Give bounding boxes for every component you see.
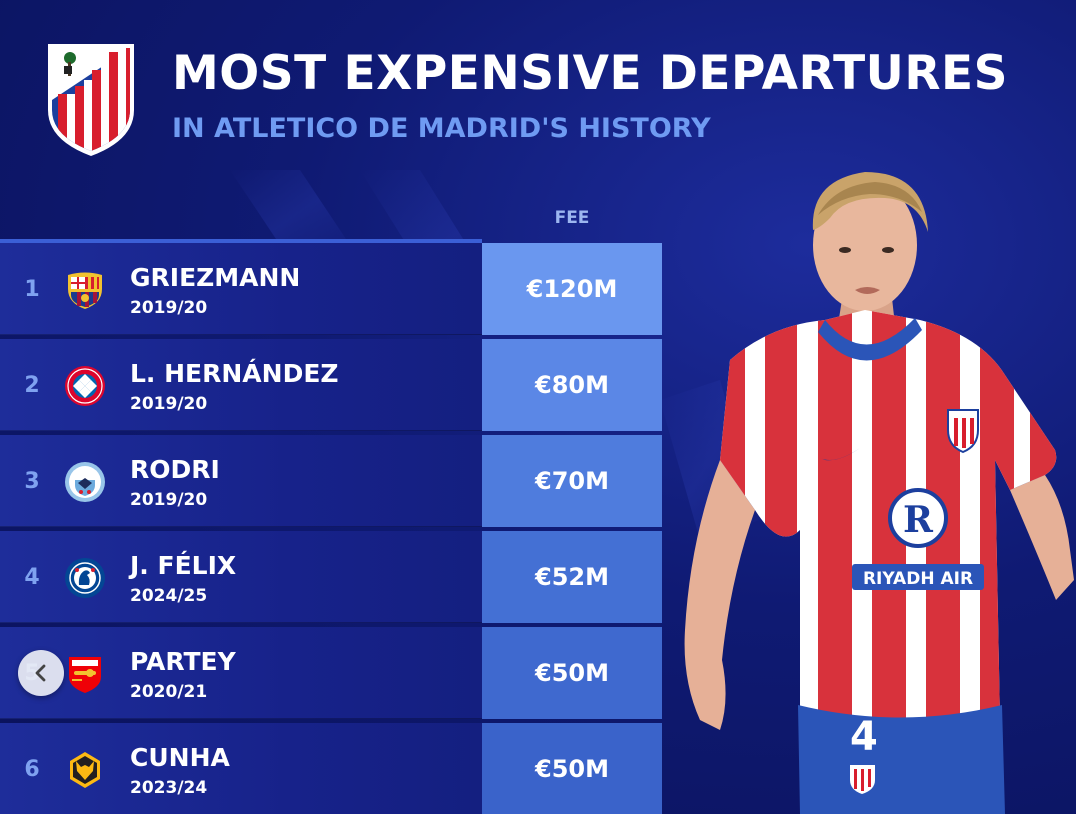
fee-value: €70M [482, 435, 662, 527]
rank-number: 1 [24, 276, 40, 302]
season-label: 2020/21 [130, 682, 208, 702]
player-name: RODRI [130, 455, 220, 484]
page-subtitle: IN ATLETICO DE MADRID'S HISTORY [172, 113, 711, 144]
fee-value: €52M [482, 531, 662, 623]
rank-number: 3 [24, 468, 40, 494]
season-label: 2019/20 [130, 298, 208, 318]
season-label: 2023/24 [130, 778, 208, 798]
table-row: 6 CUNHA 2023/24 €50M [0, 723, 662, 814]
table-row: 5 PARTEY 2020/21 €50M [0, 627, 662, 719]
shorts-number: 4 [850, 714, 878, 760]
season-label: 2024/25 [130, 586, 208, 606]
season-label: 2019/20 [130, 490, 208, 510]
carousel-back-button[interactable] [18, 650, 64, 696]
fee-value: €50M [482, 723, 662, 814]
svg-text:★: ★ [102, 47, 109, 56]
chevron-left-icon [35, 664, 46, 682]
shirt-sponsor-text: RIYADH AIR [863, 569, 973, 589]
rank-number: 4 [24, 564, 40, 590]
table-row: 3 RODRI 2019/20 €70M [0, 435, 662, 527]
svg-text:R: R [903, 499, 934, 541]
player-name: PARTEY [130, 647, 236, 676]
player-name: CUNHA [130, 743, 230, 772]
rank-number: 2 [24, 372, 40, 398]
fee-value: €80M [482, 339, 662, 431]
wolves-crest-icon [70, 752, 100, 788]
svg-text:★: ★ [56, 53, 63, 62]
player-name: L. HERNÁNDEZ [130, 359, 339, 388]
table-row: 1 GRIEZMANN 2019/20 €120M [0, 243, 662, 335]
table-divider [0, 239, 482, 243]
player-name: GRIEZMANN [130, 263, 301, 292]
season-label: 2019/20 [130, 394, 208, 414]
arsenal-crest-icon [69, 657, 101, 693]
table-row: 4 J. FÉLIX 2024/25 €52M [0, 531, 662, 623]
fee-value: €120M [482, 243, 662, 335]
player-name: J. FÉLIX [130, 551, 237, 580]
player-image: R RIYADH AIR 4 [684, 172, 1074, 814]
rank-number: 6 [24, 756, 40, 782]
bayern-crest-icon [65, 366, 105, 406]
table-row: 2 L. HERNÁNDEZ 2019/20 €80M [0, 339, 662, 431]
page-title: MOST EXPENSIVE DEPARTURES [172, 46, 1008, 101]
barcelona-crest-icon [68, 272, 102, 309]
chelsea-crest-icon [65, 558, 105, 598]
fee-value: €50M [482, 627, 662, 719]
svg-text:★: ★ [84, 51, 91, 60]
man-city-crest-icon [65, 462, 105, 502]
fee-column-header: FEE [554, 208, 590, 228]
atletico-madrid-crest-icon: ★ ★ ★ ★ [48, 44, 134, 156]
svg-text:★: ★ [118, 51, 125, 60]
